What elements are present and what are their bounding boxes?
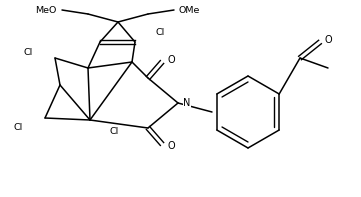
Text: Cl: Cl xyxy=(14,124,23,133)
Text: Cl: Cl xyxy=(110,127,119,137)
Text: O: O xyxy=(325,35,332,45)
Text: OMe: OMe xyxy=(179,6,200,15)
Text: O: O xyxy=(168,55,175,65)
Text: N: N xyxy=(183,98,190,108)
Text: MeO: MeO xyxy=(36,6,57,15)
Text: Cl: Cl xyxy=(24,47,33,57)
Text: O: O xyxy=(168,141,175,151)
Text: Cl: Cl xyxy=(156,28,165,36)
